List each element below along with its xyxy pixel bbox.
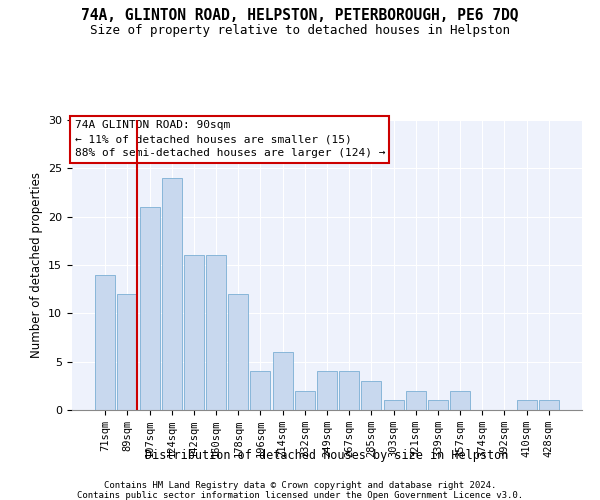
Bar <box>206 256 226 410</box>
Bar <box>295 390 315 410</box>
Bar <box>517 400 536 410</box>
Bar <box>339 372 359 410</box>
Bar <box>162 178 182 410</box>
Bar <box>250 372 271 410</box>
Bar <box>228 294 248 410</box>
Bar <box>95 274 115 410</box>
Bar <box>184 256 204 410</box>
Bar <box>383 400 404 410</box>
Text: Size of property relative to detached houses in Helpston: Size of property relative to detached ho… <box>90 24 510 37</box>
Bar <box>317 372 337 410</box>
Bar <box>272 352 293 410</box>
Bar <box>450 390 470 410</box>
Bar <box>539 400 559 410</box>
Bar <box>118 294 137 410</box>
Text: Contains HM Land Registry data © Crown copyright and database right 2024.: Contains HM Land Registry data © Crown c… <box>104 480 496 490</box>
Text: Contains public sector information licensed under the Open Government Licence v3: Contains public sector information licen… <box>77 490 523 500</box>
Bar <box>361 381 382 410</box>
Y-axis label: Number of detached properties: Number of detached properties <box>29 172 43 358</box>
Text: Distribution of detached houses by size in Helpston: Distribution of detached houses by size … <box>145 448 509 462</box>
Text: 74A GLINTON ROAD: 90sqm
← 11% of detached houses are smaller (15)
88% of semi-de: 74A GLINTON ROAD: 90sqm ← 11% of detache… <box>74 120 385 158</box>
Bar <box>406 390 426 410</box>
Text: 74A, GLINTON ROAD, HELPSTON, PETERBOROUGH, PE6 7DQ: 74A, GLINTON ROAD, HELPSTON, PETERBOROUG… <box>81 8 519 22</box>
Bar <box>140 207 160 410</box>
Bar <box>428 400 448 410</box>
